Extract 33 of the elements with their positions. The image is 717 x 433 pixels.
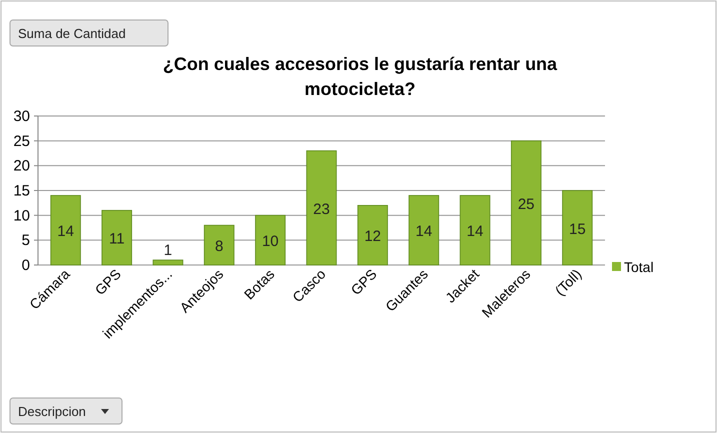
data-label: 15	[569, 220, 586, 238]
data-label: 8	[214, 238, 224, 256]
bar	[152, 260, 184, 266]
bar	[50, 195, 81, 266]
bar	[460, 195, 490, 266]
bar	[408, 195, 440, 266]
data-label: 23	[313, 200, 330, 218]
data-label: 25	[518, 196, 535, 213]
text: Suma de Cantidad	[18, 26, 126, 41]
bar	[204, 224, 234, 266]
bar	[357, 205, 388, 266]
data-label: 14	[416, 223, 432, 240]
data-label: 11	[109, 230, 125, 248]
data-label: 12	[364, 228, 382, 246]
bar	[510, 140, 542, 266]
bar	[562, 190, 593, 266]
y-tick-label: 15	[13, 182, 30, 200]
y-tick-label: 30	[13, 108, 30, 125]
y-tick-label: 0	[22, 257, 30, 274]
y-tick-label: 5	[22, 232, 30, 250]
data-label: 14	[57, 223, 74, 240]
y-tick-label: 20	[13, 158, 30, 175]
y-tick-label: 25	[13, 132, 30, 150]
legend-label: Total	[624, 259, 654, 275]
data-label: 1	[164, 242, 172, 260]
data-label: 14	[466, 223, 484, 240]
data-label: 10	[262, 233, 279, 250]
bar	[306, 150, 337, 266]
bar	[102, 210, 132, 266]
bar	[255, 214, 286, 266]
y-tick-label: 10	[13, 207, 30, 224]
text: Descripcion	[18, 404, 86, 419]
chart-title: ¿Con cuales accesorios le gustaría rentar una motocicleta?	[162, 54, 558, 99]
